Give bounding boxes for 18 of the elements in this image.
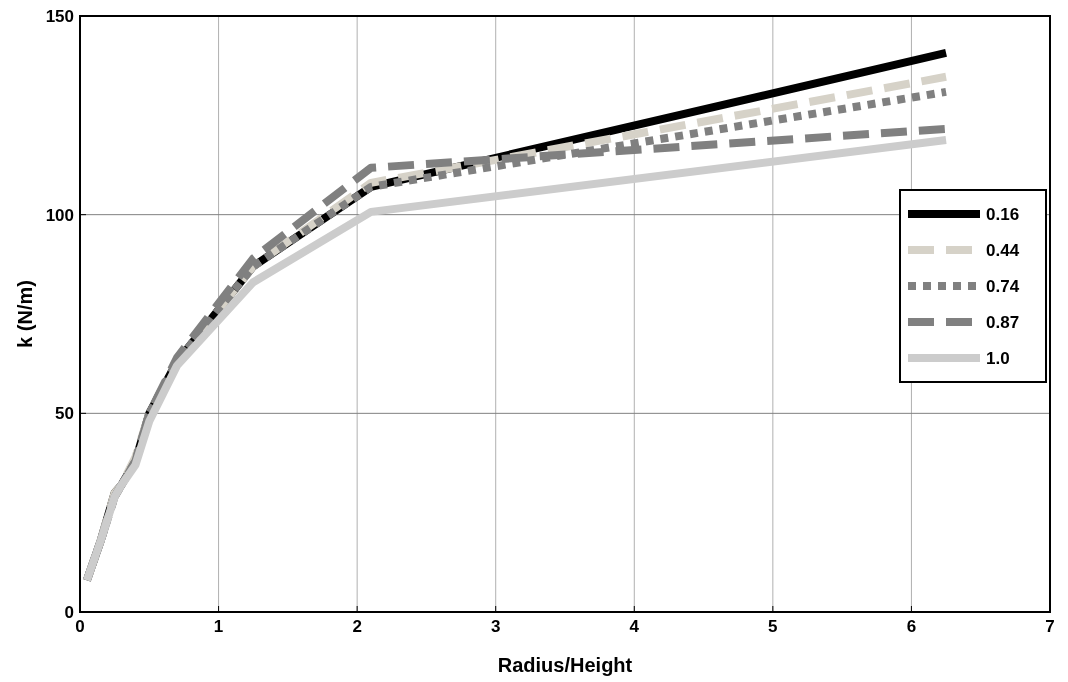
x-tick-label: 5 [768,617,778,636]
legend-label: 1.0 [986,349,1010,368]
legend-label: 0.87 [986,313,1020,332]
x-tick-label: 1 [213,617,224,636]
x-tick-label: 7 [1045,617,1055,636]
x-tick-label: 2 [352,617,362,636]
x-tick-label: 3 [490,617,501,636]
y-tick-label: 0 [64,603,74,622]
x-tick-label: 4 [629,617,640,636]
legend-label: 0.16 [986,205,1020,224]
y-tick-label: 150 [45,7,74,26]
y-axis-title: k (N/m) [14,280,36,348]
y-tick-label: 100 [45,205,74,225]
legend-label: 0.44 [986,241,1020,260]
y-tick-label: 50 [55,404,74,424]
x-axis-title: Radius/Height [497,654,633,676]
legend-label: 0.74 [986,277,1020,296]
x-tick-label: 6 [906,617,917,636]
